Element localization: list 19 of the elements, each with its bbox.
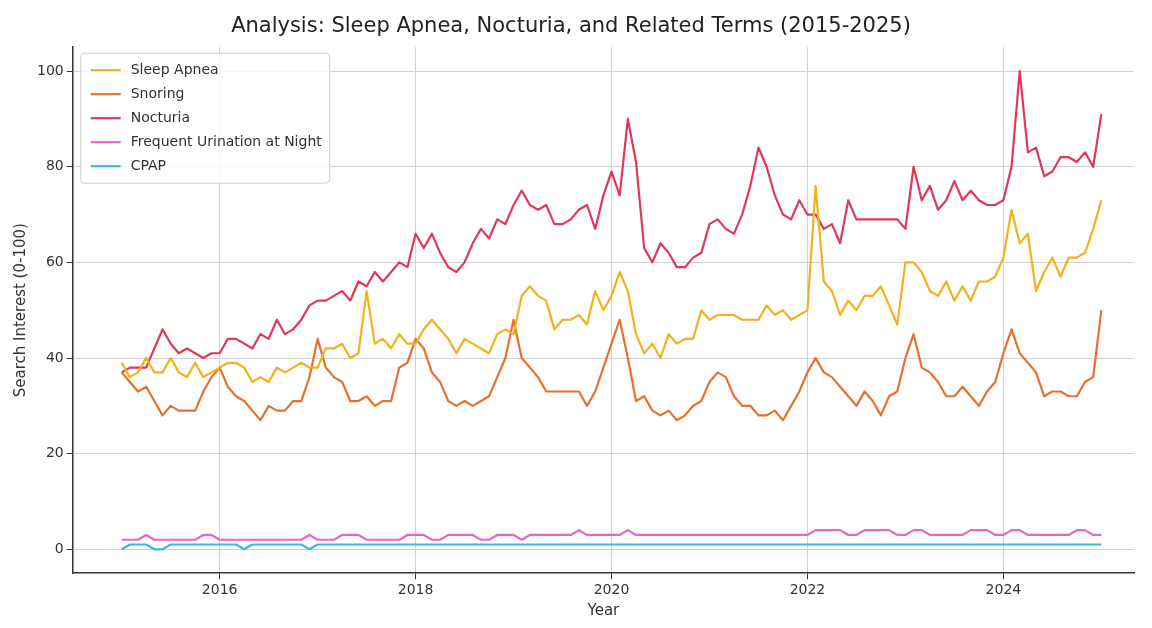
y-tick-label: 60 (45, 253, 64, 270)
legend-label: CPAP (130, 156, 167, 173)
x-tick-label: 2020 (593, 581, 630, 598)
x-tick-label: 2016 (201, 581, 238, 598)
y-tick-label: 100 (36, 61, 64, 78)
y-tick-label: 0 (54, 539, 64, 556)
legend-label: Nocturia (130, 108, 191, 125)
chart-title: Analysis: Sleep Apnea, Nocturia, and Related Terms (2015-2025) (231, 13, 911, 38)
legend-label: Snoring (130, 84, 185, 101)
legend-label: Frequent Urination at Night (130, 132, 323, 149)
x-tick-label: 2018 (397, 581, 434, 598)
y-tick-label: 20 (45, 444, 64, 461)
x-tick-label: 2022 (789, 581, 826, 598)
y-tick-label: 40 (45, 348, 64, 365)
x-tick-label: 2024 (985, 581, 1022, 598)
y-tick-label: 80 (45, 157, 64, 174)
y-axis-title: Search Interest (0-100) (10, 223, 29, 398)
x-axis-title: Year (586, 600, 621, 619)
legend-label: Sleep Apnea (130, 60, 219, 77)
